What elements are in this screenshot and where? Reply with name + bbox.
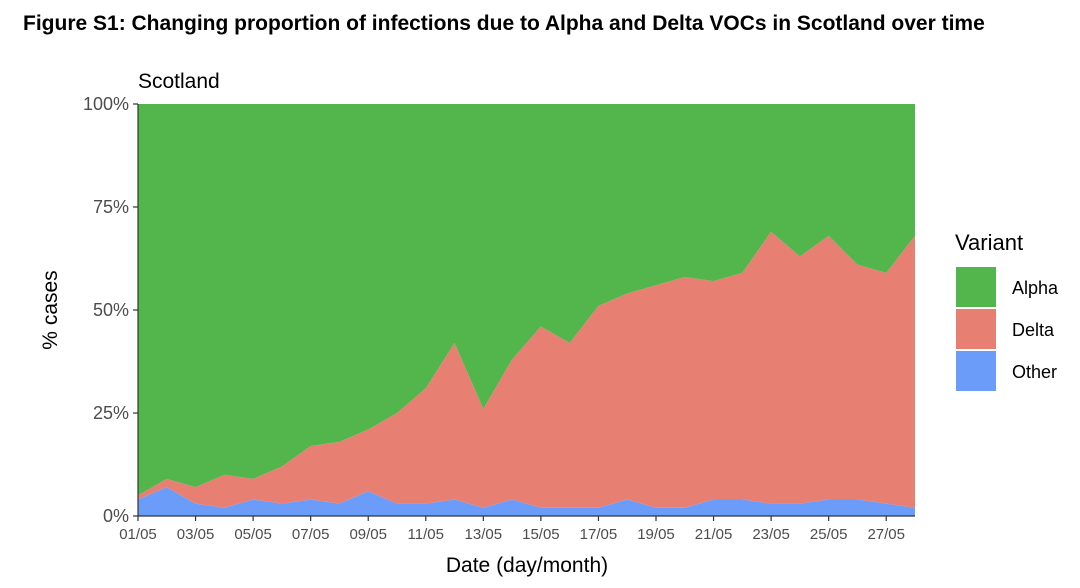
plot-areas <box>138 104 915 516</box>
area-other <box>138 487 915 516</box>
x-tick-label: 03/05 <box>177 526 215 543</box>
x-axis-label: Date (day/month) <box>446 554 608 577</box>
y-tick-label: 100% <box>83 94 129 114</box>
chart-title: Scotland <box>138 70 220 93</box>
x-tick-label: 15/05 <box>522 526 560 543</box>
x-tick-label: 23/05 <box>752 526 790 543</box>
y-tick-label: 25% <box>93 403 129 423</box>
legend-label-other: Other <box>1012 362 1057 382</box>
figure-title: Figure S1: Changing proportion of infect… <box>23 12 985 35</box>
legend-swatch-delta <box>956 309 996 349</box>
y-tick-label: 0% <box>103 506 129 526</box>
x-tick-label: 27/05 <box>867 526 905 543</box>
y-tick-label: 50% <box>93 300 129 320</box>
x-tick-label: 21/05 <box>695 526 733 543</box>
y-axis: 0% 25% 50% 75% 100% <box>83 94 139 526</box>
x-tick-label: 25/05 <box>810 526 848 543</box>
area-delta <box>138 231 915 508</box>
x-tick-label: 11/05 <box>408 526 444 543</box>
x-tick-label: 19/05 <box>637 526 675 543</box>
area-alpha <box>138 104 915 496</box>
legend-swatch-alpha <box>956 267 996 307</box>
x-tick-label: 07/05 <box>292 526 330 543</box>
x-tick-label: 01/05 <box>119 526 157 543</box>
y-axis-label: % cases <box>39 270 62 349</box>
legend-swatch-other <box>956 351 996 391</box>
y-tick-label: 75% <box>93 197 129 217</box>
legend-label-delta: Delta <box>1012 320 1055 340</box>
x-tick-label: 13/05 <box>465 526 503 543</box>
x-tick-label: 05/05 <box>234 526 272 543</box>
legend-title: Variant <box>955 230 1023 255</box>
legend: Variant Alpha Delta Other <box>955 230 1059 391</box>
x-axis: 01/05 03/05 05/05 07/05 09/05 11/05 13/05 15/05… <box>119 515 915 543</box>
x-tick-label: 17/05 <box>580 526 618 543</box>
x-tick-label: 09/05 <box>349 526 387 543</box>
legend-label-alpha: Alpha <box>1012 278 1059 298</box>
